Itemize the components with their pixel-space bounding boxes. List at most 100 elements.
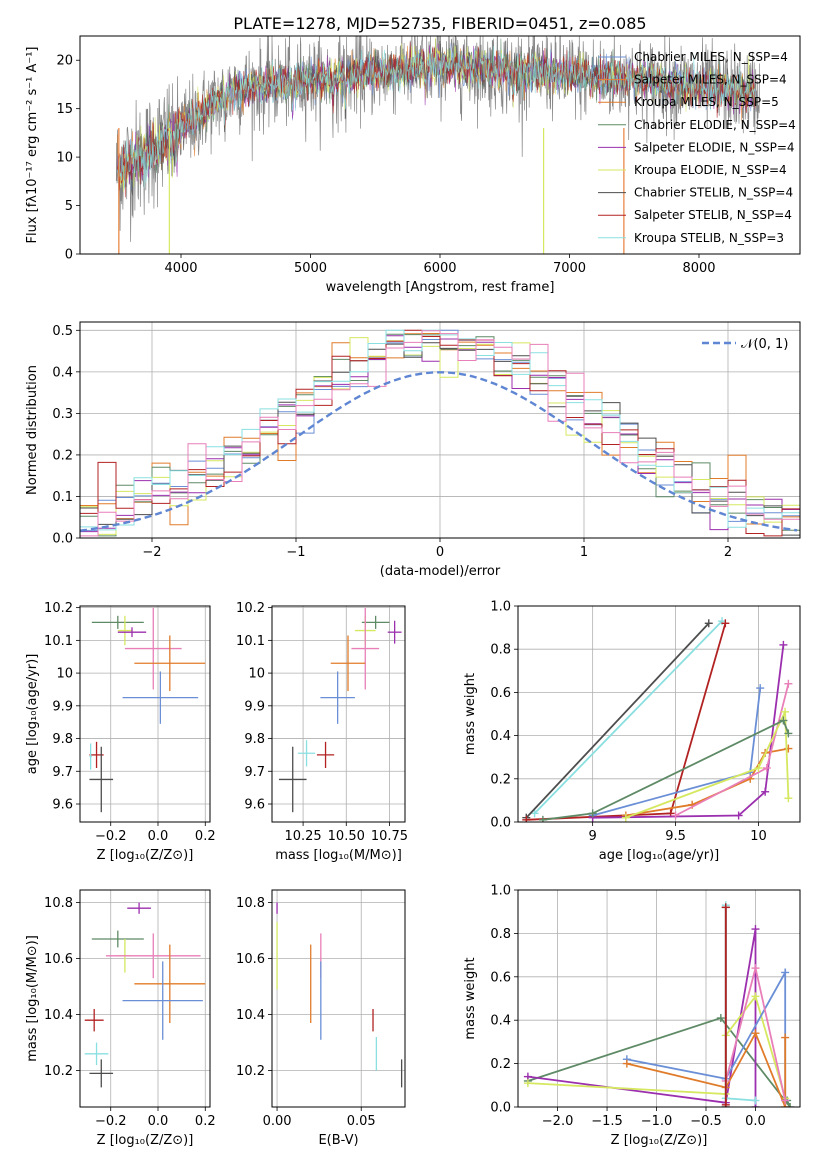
data-point xyxy=(117,615,132,646)
axes-frame xyxy=(517,889,801,1108)
data-point xyxy=(278,746,307,813)
tick-label-y: 10.2 xyxy=(44,601,73,616)
axes-frame xyxy=(79,35,801,255)
tick-label-y: 0.0 xyxy=(52,532,73,547)
tick-label-y: 9.7 xyxy=(244,765,265,780)
tick-label-y: 10.2 xyxy=(44,1064,73,1079)
data-point xyxy=(84,1009,104,1032)
weight-marker xyxy=(754,764,763,772)
tick-label-x: 6000 xyxy=(423,261,456,276)
tick-label-x: 0.2 xyxy=(195,829,216,844)
weight-marker xyxy=(751,992,760,1001)
tick-label-x: 10 xyxy=(750,829,767,844)
chart-mass_vs_ebv: 0.00 0.05 10.2 10.4 10.6 10.8 E(B-V) xyxy=(236,889,406,1148)
chart-age_vs_Z: −0.2 0.0 0.2 9.6 9.7 9.8 9.9 10 10.1 10.2 Z [log₁₀… xyxy=(25,601,216,863)
x-axis-label: Z [log₁₀(Z/Z⊙)] xyxy=(611,1133,708,1148)
tick-label-y: 15 xyxy=(56,102,73,117)
tick-label-y: 1.0 xyxy=(490,600,511,615)
tick-label-y: 0.1 xyxy=(52,490,73,505)
y-axis-label: mass [log₁₀(M/M⊙)] xyxy=(25,935,40,1062)
tick-label-x: 0.0 xyxy=(148,1114,169,1129)
tick-label-x: 0.05 xyxy=(347,1114,376,1129)
weight-marker xyxy=(721,1100,730,1107)
tick-label-y: 10 xyxy=(56,667,73,682)
tick-label-y: 10.2 xyxy=(236,601,265,616)
x-axis-label: mass [log₁₀(M/M⊙)] xyxy=(275,848,402,863)
data-point xyxy=(134,635,206,692)
tick-label-y: 0.6 xyxy=(490,686,511,701)
axes-frame xyxy=(517,605,801,823)
chart-residuals: −2 −1 0 1 2 0.0 0.1 0.2 0.3 0.4 0.5 (data-model)/er… xyxy=(25,321,801,579)
weight-series xyxy=(592,644,785,819)
weight-marker xyxy=(781,1033,790,1042)
tick-label-y: 0.0 xyxy=(490,1101,511,1116)
tick-label-y: 9.8 xyxy=(244,732,265,747)
tick-label-x: −2.0 xyxy=(542,1114,574,1129)
tick-label-y: 1.0 xyxy=(490,884,511,899)
tick-label-x: 10.75 xyxy=(371,829,408,844)
legend-entry: Salpeter MILES, N_SSP=4 xyxy=(634,73,787,87)
tick-label-x: −1.5 xyxy=(591,1114,623,1129)
chart-weight_vs_Z: −2.0 −1.5 −1.0 −0.5 0.0 0.0 0.2 0.4 0.6 0.8 1.0 Z [… xyxy=(463,884,801,1148)
weight-marker xyxy=(779,716,788,725)
tick-label-x: 5000 xyxy=(294,261,327,276)
data-point xyxy=(297,740,316,767)
legend-entry: Chabrier STELIB, N_SSP=4 xyxy=(634,186,793,200)
weight-marker xyxy=(721,619,730,628)
tick-label-x: 8000 xyxy=(682,261,715,276)
x-axis-label: E(B-V) xyxy=(318,1133,358,1148)
data-point xyxy=(361,615,390,629)
tick-label-y: 0.4 xyxy=(490,729,511,744)
weight-marker xyxy=(784,729,793,738)
tick-label-y: 9.9 xyxy=(244,699,265,714)
tick-label-x: 10.50 xyxy=(328,829,365,844)
x-axis-label: Z [log₁₀(Z/Z⊙)] xyxy=(97,1133,194,1148)
tick-label-x: −2 xyxy=(142,545,161,560)
histogram-series xyxy=(80,330,800,538)
legend-entry: 𝒩(0, 1) xyxy=(741,337,788,352)
tick-label-y: 0.4 xyxy=(490,1014,511,1029)
legend-entry: Kroupa ELODIE, N_SSP=4 xyxy=(634,163,787,177)
data-point xyxy=(316,741,335,768)
data-point xyxy=(124,607,182,690)
x-axis-label: age [log₁₀(age/yr)] xyxy=(599,848,720,863)
tick-label-x: 4000 xyxy=(164,261,197,276)
tick-label-x: 10.25 xyxy=(284,829,321,844)
tick-label-y: 0.2 xyxy=(52,448,73,463)
tick-label-y: 0.0 xyxy=(490,816,511,831)
y-axis-label: Normed distribution xyxy=(25,365,40,495)
gaussian-curve xyxy=(80,371,798,532)
weight-marker xyxy=(621,813,630,822)
tick-label-x: −1.0 xyxy=(641,1114,673,1129)
tick-label-x: 0.00 xyxy=(263,1114,292,1129)
weight-marker xyxy=(734,811,743,820)
plot-area xyxy=(523,901,795,1107)
tick-label-x: 1 xyxy=(580,545,588,560)
weight-series xyxy=(625,711,790,819)
tick-label-y: 9.9 xyxy=(52,699,73,714)
tick-label-x: 0.0 xyxy=(148,829,169,844)
data-point xyxy=(320,671,355,724)
plot-area xyxy=(89,607,206,813)
tick-label-y: 10.6 xyxy=(236,952,265,967)
weight-marker xyxy=(751,964,760,973)
weight-marker xyxy=(784,679,793,688)
weight-marker xyxy=(751,1096,760,1105)
axes-frame xyxy=(271,605,406,823)
tick-label-y: 10.4 xyxy=(236,1008,265,1023)
chart-spectrum: 4000 5000 6000 7000 8000 0 5 10 15 20 wavelength [… xyxy=(25,14,801,295)
data-point xyxy=(351,607,380,690)
weight-marker xyxy=(784,794,793,803)
weight-marker xyxy=(530,809,539,818)
weight-series xyxy=(675,683,790,817)
tick-label-y: 10 xyxy=(248,667,265,682)
tick-label-x: −1 xyxy=(286,545,305,560)
weight-marker xyxy=(781,1096,790,1105)
axes-frame xyxy=(79,321,801,539)
weight-marker xyxy=(588,809,597,818)
tick-label-y: 10.8 xyxy=(44,896,73,911)
weight-marker xyxy=(716,1014,725,1023)
tick-label-y: 10.8 xyxy=(236,896,265,911)
tick-label-y: 10.6 xyxy=(44,952,73,967)
